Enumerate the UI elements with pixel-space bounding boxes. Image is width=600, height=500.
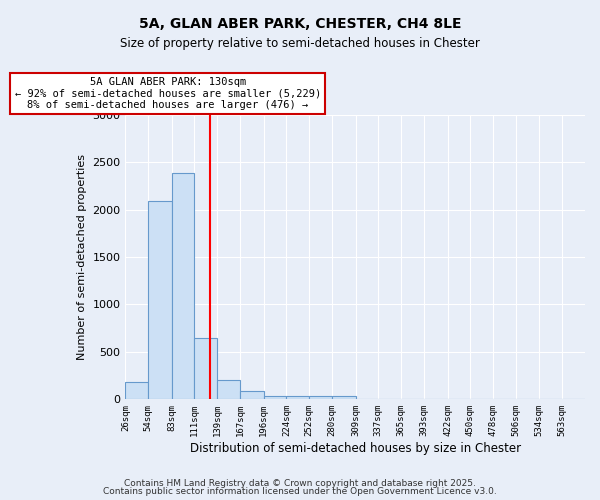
Bar <box>125 382 148 400</box>
Text: Contains HM Land Registry data © Crown copyright and database right 2025.: Contains HM Land Registry data © Crown c… <box>124 478 476 488</box>
Text: Contains public sector information licensed under the Open Government Licence v3: Contains public sector information licen… <box>103 487 497 496</box>
Bar <box>217 380 240 400</box>
Text: 5A, GLAN ABER PARK, CHESTER, CH4 8LE: 5A, GLAN ABER PARK, CHESTER, CH4 8LE <box>139 18 461 32</box>
Bar <box>194 338 217 400</box>
Bar <box>286 396 309 400</box>
Text: 5A GLAN ABER PARK: 130sqm
← 92% of semi-detached houses are smaller (5,229)
8% o: 5A GLAN ABER PARK: 130sqm ← 92% of semi-… <box>14 76 321 110</box>
Bar <box>263 396 286 400</box>
X-axis label: Distribution of semi-detached houses by size in Chester: Distribution of semi-detached houses by … <box>190 442 521 455</box>
Bar <box>332 396 356 400</box>
Text: Size of property relative to semi-detached houses in Chester: Size of property relative to semi-detach… <box>120 38 480 51</box>
Bar <box>148 201 172 400</box>
Y-axis label: Number of semi-detached properties: Number of semi-detached properties <box>77 154 87 360</box>
Bar <box>309 396 332 400</box>
Bar <box>172 172 194 400</box>
Bar <box>240 392 263 400</box>
